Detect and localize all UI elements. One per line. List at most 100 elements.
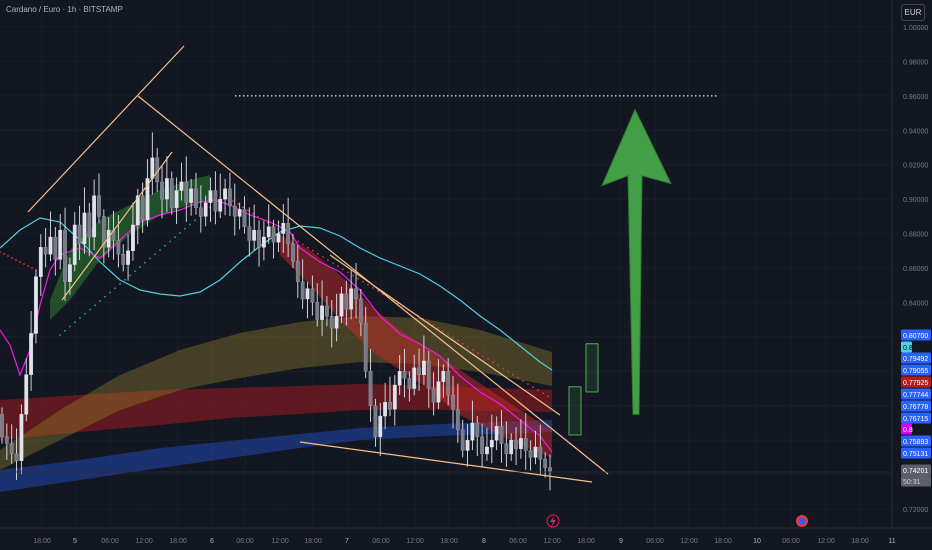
psar-dot — [542, 392, 544, 395]
candle-body — [164, 178, 169, 200]
time-tick-label: 12:00 — [543, 538, 561, 545]
price-tick-label: 0.98000 — [903, 59, 928, 66]
psar-dot — [347, 271, 349, 274]
trendline[interactable] — [329, 254, 561, 416]
candle-body — [232, 205, 237, 217]
price-label-text: 0.80700 — [903, 333, 928, 340]
psar-dot — [307, 246, 309, 249]
candle-body — [97, 195, 101, 217]
candle-body — [378, 415, 383, 437]
candle-body — [485, 446, 489, 455]
psar-dot — [99, 300, 101, 302]
projection-boxes[interactable] — [568, 343, 599, 436]
trendline[interactable] — [299, 441, 593, 483]
candle-body — [504, 443, 509, 455]
psar-dot — [247, 209, 249, 212]
time-tick-label: 18:00 — [714, 538, 732, 545]
trend-drawings[interactable] — [27, 45, 718, 483]
candle-body — [184, 181, 189, 203]
psar-dot — [19, 261, 21, 263]
psar-dot — [457, 339, 459, 342]
earnings-icon-inner — [798, 517, 806, 525]
candle-body — [509, 439, 514, 455]
lightning-icon[interactable] — [546, 514, 560, 528]
projection-box[interactable] — [585, 343, 599, 393]
psar-dot — [532, 386, 534, 388]
symbol-title: Cardano / Euro · 1h · BITSTAMP — [6, 5, 123, 14]
psar-dot — [237, 203, 239, 206]
price-label-text: 0.75131 — [903, 451, 928, 458]
candle-body — [121, 254, 126, 265]
price-label-level — [901, 388, 931, 400]
candle-body — [354, 288, 358, 300]
time-tick-label: 06:00 — [782, 538, 800, 545]
candle-body — [417, 367, 421, 375]
price-label-level — [901, 400, 931, 412]
psar-dot — [129, 274, 131, 277]
psar-dot — [189, 223, 191, 226]
candle-body — [499, 426, 504, 444]
psar-dot — [119, 283, 121, 285]
candle-body — [38, 247, 43, 277]
candle-body — [9, 443, 14, 455]
psar-dot — [452, 336, 454, 339]
earnings-icon[interactable] — [796, 515, 808, 527]
candle-body — [67, 264, 72, 282]
candle-body — [4, 436, 9, 444]
ema-fast-line — [0, 199, 553, 453]
projection-box[interactable] — [568, 386, 582, 436]
candle-body — [92, 195, 97, 238]
candle-body — [281, 223, 286, 234]
price-tick-label: 0.84000 — [903, 300, 928, 307]
time-tick-label: 18:00 — [440, 538, 458, 545]
candle-body — [305, 288, 310, 300]
psar-dot — [232, 200, 234, 203]
candle-body — [339, 293, 344, 317]
psar-dot — [502, 367, 504, 370]
currency-button[interactable]: EUR — [901, 4, 925, 21]
candle-body — [407, 377, 412, 389]
candle-body — [63, 229, 67, 282]
candle-body — [48, 236, 53, 255]
candle-body — [261, 236, 266, 248]
time-tick-label: 06:00 — [372, 538, 390, 545]
event-markers[interactable] — [546, 514, 808, 528]
time-tick-label: 18:00 — [304, 538, 322, 545]
candle-body — [29, 333, 33, 375]
psar-dot — [477, 352, 479, 354]
trendline[interactable] — [27, 45, 185, 213]
price-tick-label: 0.86000 — [903, 266, 928, 273]
price-label-text: 0.8 — [903, 345, 913, 352]
trendline[interactable] — [61, 151, 173, 301]
psar-dot — [194, 219, 196, 222]
psar-dot — [507, 370, 509, 373]
candle-body — [523, 438, 528, 451]
up-arrow-drawing[interactable] — [601, 108, 672, 415]
price-label-level — [901, 352, 931, 364]
price-label-text: 0.76778 — [903, 404, 928, 411]
candle-body — [223, 188, 227, 200]
candle-body — [189, 188, 194, 203]
psar-dot — [472, 349, 474, 351]
candle-body — [528, 450, 533, 458]
candle-body — [160, 181, 164, 200]
candle-body — [363, 322, 368, 372]
psar-dot — [114, 287, 116, 290]
price-label-level — [901, 364, 931, 376]
psar-dot — [15, 259, 17, 261]
psar-dot — [342, 268, 344, 271]
candle-body — [489, 439, 494, 448]
psar-dot — [547, 395, 549, 398]
candle-body — [198, 207, 203, 217]
psar-dot — [312, 249, 314, 252]
price-tick-label: 0.88000 — [903, 232, 928, 239]
time-tick-label: 18:00 — [33, 538, 51, 545]
psar-dot — [79, 317, 81, 319]
time-axis[interactable]: 18:00 5 06:00 12:00 18:00 6 06:00 12:00 18:00 7 06… — [0, 527, 932, 545]
arrow-shape[interactable] — [601, 108, 672, 415]
candle-body — [460, 429, 465, 451]
candle-body — [145, 178, 150, 221]
price-label-level — [901, 435, 931, 447]
